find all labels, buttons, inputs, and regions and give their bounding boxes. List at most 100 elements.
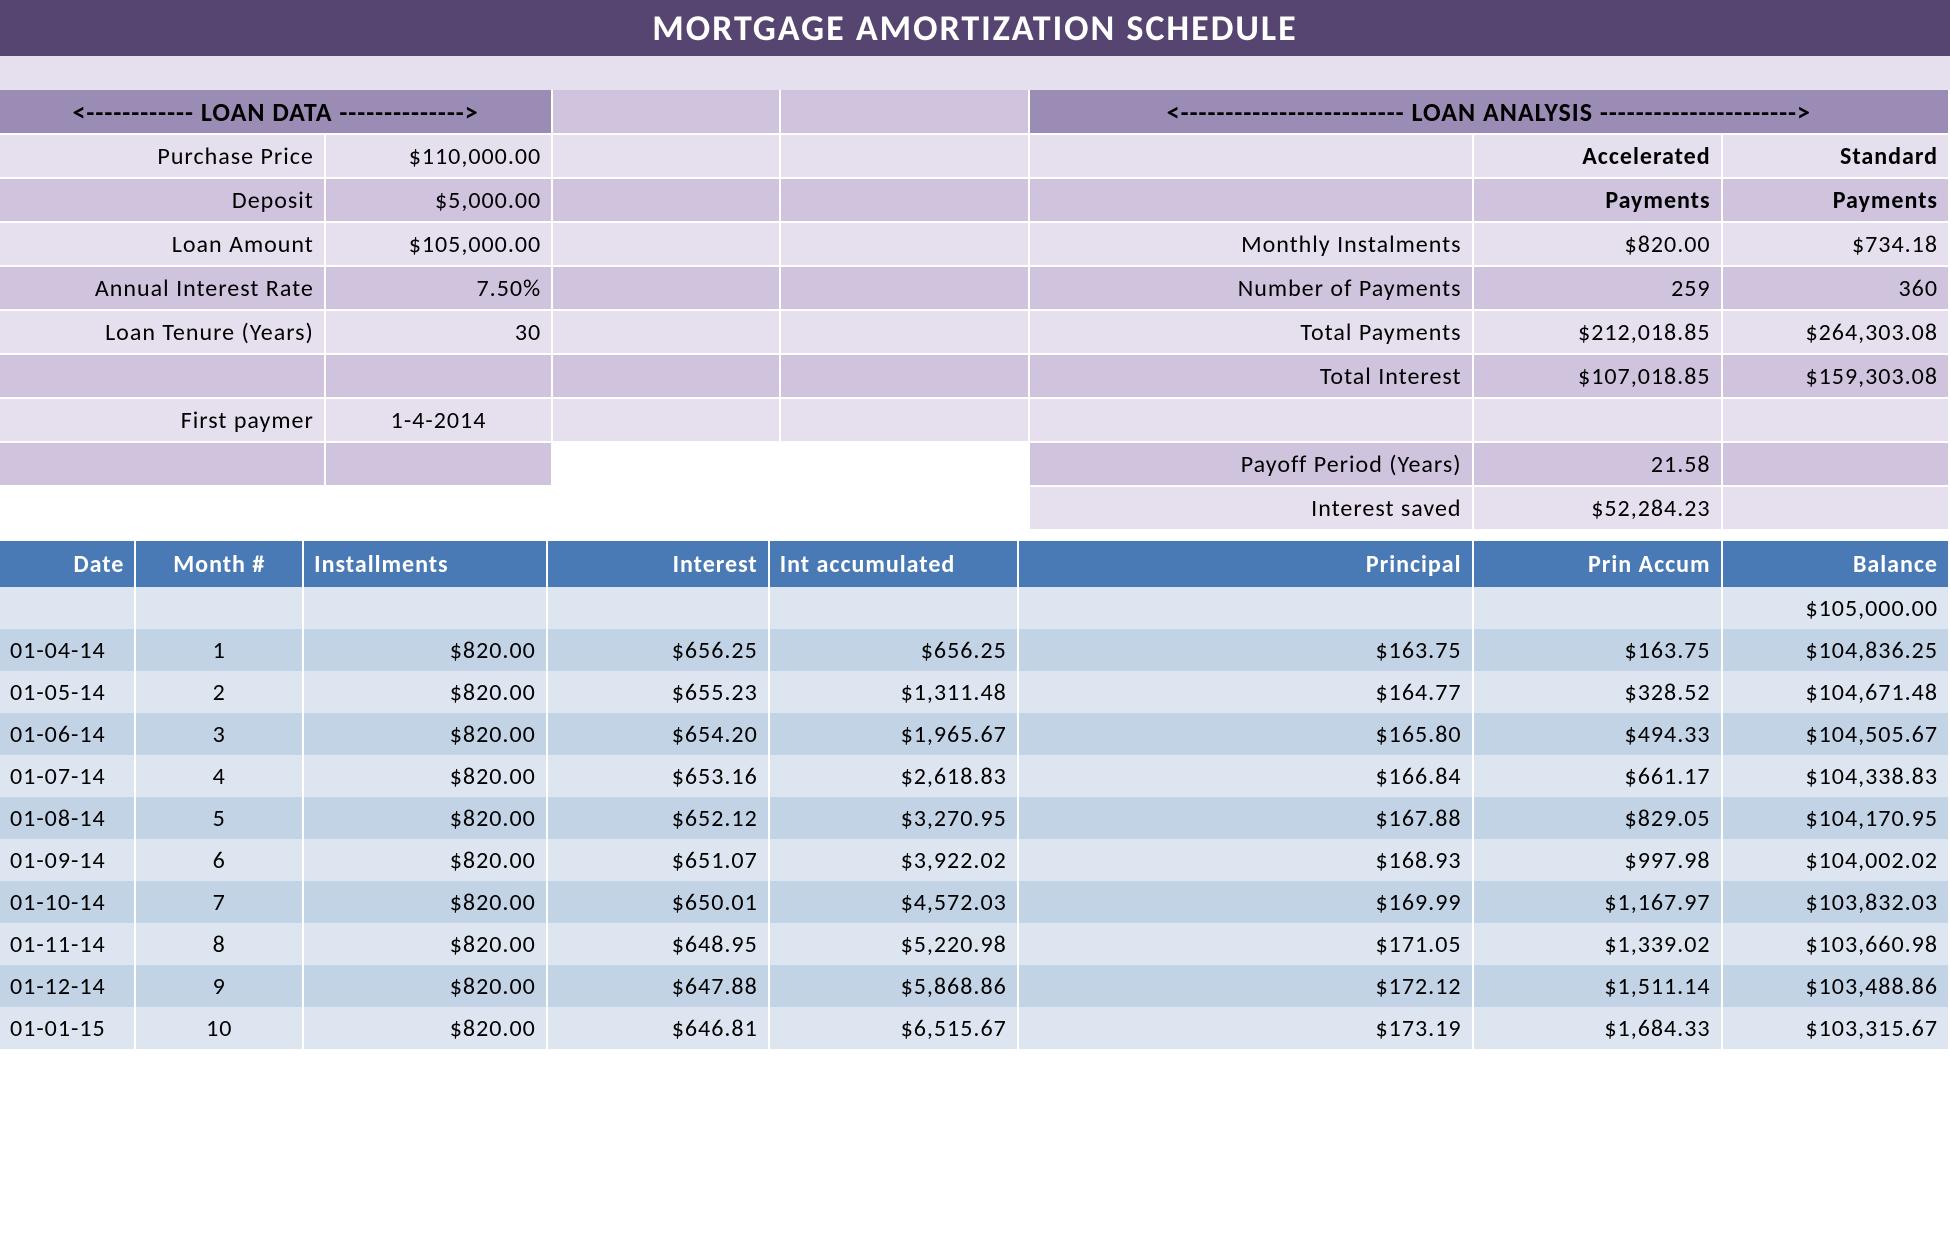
prin-accum-cell: $1,684.33 [1473,1007,1722,1049]
cell [769,587,1018,629]
cell [1029,398,1473,442]
loan-amount-value: $105,000.00 [325,222,552,266]
date-cell: 01-08-14 [0,797,135,839]
cell [552,310,779,354]
first-payment-value[interactable]: 1-4-2014 [325,398,552,442]
interest-cell: $654.20 [547,713,769,755]
table-row: 01-08-145$820.00$652.12$3,270.95$167.88$… [0,797,1949,839]
total-payments-label: Total Payments [1029,310,1473,354]
interest-saved-value: $52,284.23 [1473,486,1722,530]
cell [552,222,779,266]
num-payments-accel: 259 [1473,266,1722,310]
interest-cell: $646.81 [547,1007,769,1049]
page-title: MORTGAGE AMORTIZATION SCHEDULE [0,0,1950,56]
col-date: Date [0,541,135,587]
balance-cell: $104,002.02 [1722,839,1949,881]
col-installments: Installments [303,541,547,587]
table-row: 01-11-148$820.00$648.95$5,220.98$171.05$… [0,923,1949,965]
tenure-label: Loan Tenure (Years) [0,310,325,354]
num-payments-label: Number of Payments [1029,266,1473,310]
int-accum-cell: $4,572.03 [769,881,1018,923]
date-cell: 01-01-15 [0,1007,135,1049]
col-month: Month # [135,541,303,587]
prin-accum-cell: $328.52 [1473,671,1722,713]
cell [1722,486,1949,530]
amortization-schedule: Date Month # Installments Interest Int a… [0,541,1950,1049]
month-cell: 4 [135,755,303,797]
principal-cell: $164.77 [1018,671,1473,713]
installment-cell: $820.00 [303,881,547,923]
int-accum-cell: $6,515.67 [769,1007,1018,1049]
cell [552,442,779,486]
balance-cell: $104,671.48 [1722,671,1949,713]
prin-accum-cell: $163.75 [1473,629,1722,671]
deposit-value[interactable]: $5,000.00 [325,178,552,222]
cell [780,222,1029,266]
cell [1029,134,1473,178]
int-accum-cell: $3,922.02 [769,839,1018,881]
cell [1722,442,1949,486]
prin-accum-cell: $1,339.02 [1473,923,1722,965]
month-cell: 10 [135,1007,303,1049]
date-cell: 01-07-14 [0,755,135,797]
date-cell: 01-09-14 [0,839,135,881]
opening-balance: $105,000.00 [1722,587,1949,629]
table-row: 01-05-142$820.00$655.23$1,311.48$164.77$… [0,671,1949,713]
tenure-value[interactable]: 30 [325,310,552,354]
table-row: 01-12-149$820.00$647.88$5,868.86$172.12$… [0,965,1949,1007]
loan-analysis-header: <------------------------- LOAN ANALYSIS… [1029,90,1949,134]
cell [552,486,779,530]
int-accum-cell: $1,965.67 [769,713,1018,755]
payoff-value: 21.58 [1473,442,1722,486]
payoff-label: Payoff Period (Years) [1029,442,1473,486]
prin-accum-cell: $997.98 [1473,839,1722,881]
installment-cell: $820.00 [303,1007,547,1049]
date-cell: 01-05-14 [0,671,135,713]
int-accum-cell: $1,311.48 [769,671,1018,713]
interest-cell: $650.01 [547,881,769,923]
cell [0,442,325,486]
prin-accum-cell: $494.33 [1473,713,1722,755]
table-row: 01-04-141$820.00$656.25$656.25$163.75$16… [0,629,1949,671]
balance-cell: $104,338.83 [1722,755,1949,797]
principal-cell: $165.80 [1018,713,1473,755]
air-value[interactable]: 7.50% [325,266,552,310]
month-cell: 2 [135,671,303,713]
interest-cell: $652.12 [547,797,769,839]
installment-cell: $820.00 [303,923,547,965]
cell [780,90,1029,134]
balance-cell: $104,836.25 [1722,629,1949,671]
interest-cell: $648.95 [547,923,769,965]
cell [552,90,779,134]
spacer [0,56,1950,90]
month-cell: 3 [135,713,303,755]
month-cell: 7 [135,881,303,923]
cell [1473,587,1722,629]
principal-cell: $166.84 [1018,755,1473,797]
cell [0,587,135,629]
table-row: 01-07-144$820.00$653.16$2,618.83$166.84$… [0,755,1949,797]
balance-cell: $104,505.67 [1722,713,1949,755]
accelerated-header-2: Payments [1473,178,1722,222]
installment-cell: $820.00 [303,965,547,1007]
table-row: 01-06-143$820.00$654.20$1,965.67$165.80$… [0,713,1949,755]
loan-amount-label: Loan Amount [0,222,325,266]
interest-saved-label: Interest saved [1029,486,1473,530]
air-label: Annual Interest Rate [0,266,325,310]
col-interest: Interest [547,541,769,587]
purchase-price-value[interactable]: $110,000.00 [325,134,552,178]
cell [780,486,1029,530]
int-accum-cell: $5,868.86 [769,965,1018,1007]
cell [780,266,1029,310]
cell [552,266,779,310]
cell [552,134,779,178]
date-cell: 01-10-14 [0,881,135,923]
principal-cell: $171.05 [1018,923,1473,965]
principal-cell: $168.93 [1018,839,1473,881]
cell [1473,398,1722,442]
summary-table: <------------ LOAN DATA --------------> … [0,90,1950,531]
interest-cell: $647.88 [547,965,769,1007]
cell [1018,587,1473,629]
installment-cell: $820.00 [303,755,547,797]
date-cell: 01-06-14 [0,713,135,755]
